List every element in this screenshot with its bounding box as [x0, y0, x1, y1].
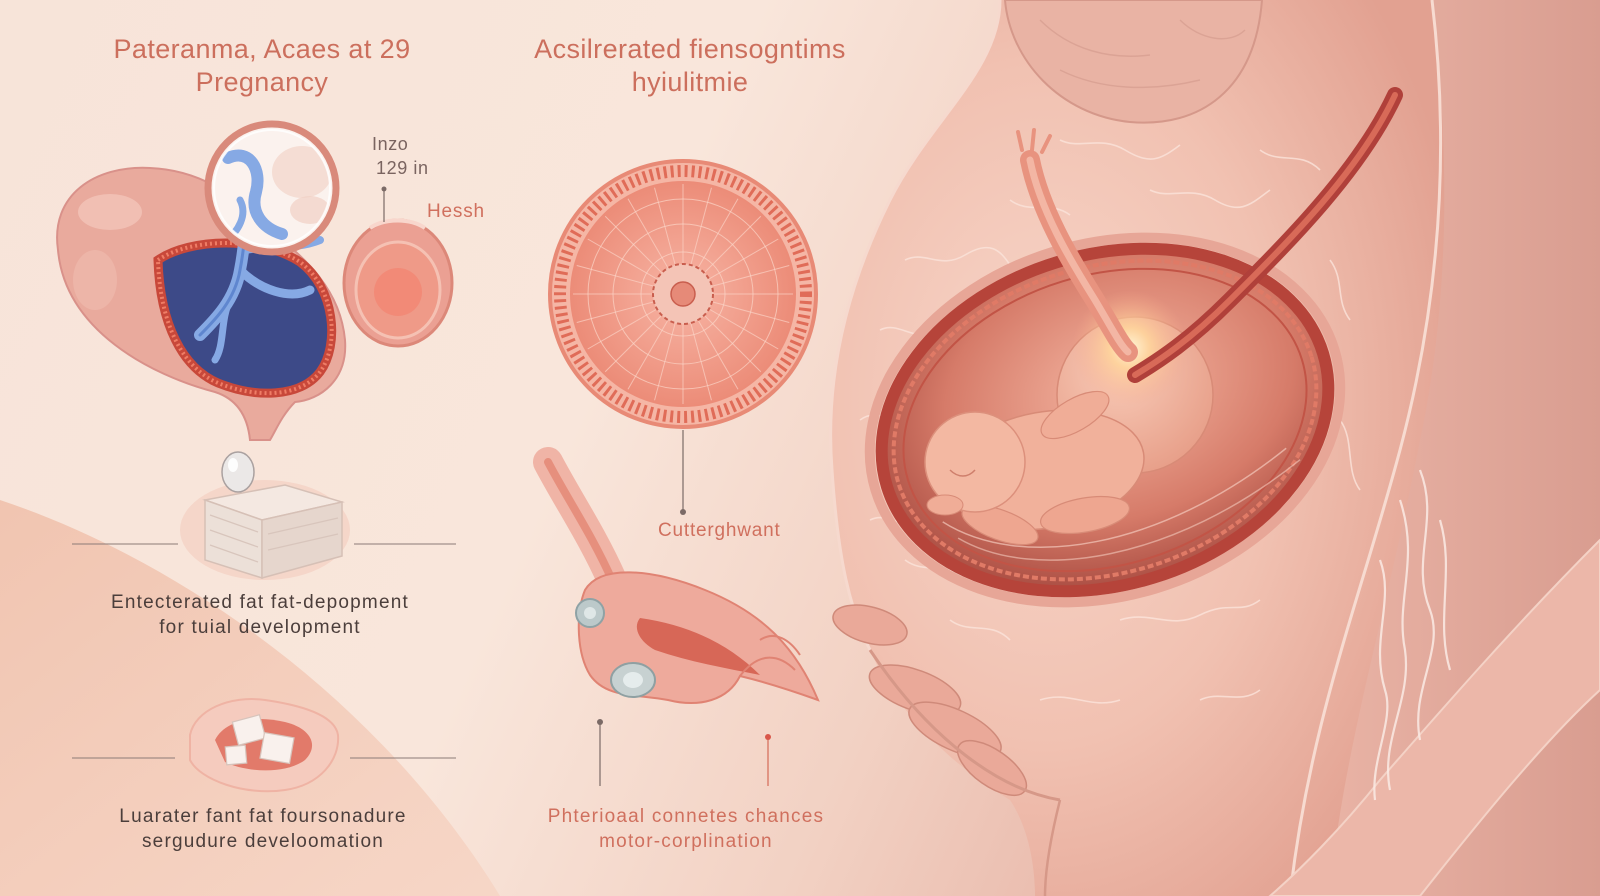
fat-deposit-icon: [180, 451, 350, 580]
belly-outline-highlight: [829, 0, 1002, 651]
fetus-leg: [961, 504, 1039, 546]
title-left-line2: Pregnancy: [195, 67, 329, 97]
finger: [832, 604, 908, 646]
title-center-line1: Acsilrerated fiensogntims: [534, 34, 846, 64]
arm-veins: [1373, 469, 1452, 801]
cutterghwant-pointer: [680, 430, 686, 515]
caption-left-middle-line2: for tuial development: [159, 617, 361, 638]
bottom-pointers: [597, 719, 771, 786]
uterus-tube-organ: [533, 447, 820, 704]
caption-left-bottom: Luarater fant fat foursonadure sergudure…: [63, 804, 463, 854]
egg-shape: [221, 451, 255, 493]
caption-left-middle-line1: Entecterated fat fat-depopment: [111, 592, 409, 613]
belly-lower-contour: [868, 649, 1061, 802]
pregnant-figure: [829, 0, 1600, 896]
title-center: Acsilrerated fiensogntims hyiulitmie: [470, 33, 910, 99]
title-left-line1: Pateranma, Acaes at 29: [113, 34, 411, 64]
small-oval-organ: [342, 218, 454, 348]
chest-texture: [1039, 19, 1246, 89]
label-hessh: Hessh: [427, 201, 485, 222]
label-inzo: Inzo: [372, 134, 409, 154]
caption-left-middle: Entecterated fat fat-depopment for tuial…: [60, 590, 460, 640]
fetus-hand: [926, 494, 964, 516]
uterus-cavity: [636, 618, 760, 675]
caption-center-bottom-line1: Phterioaal connetes chances: [547, 806, 825, 827]
caption-left-bottom-line1: Luarater fant fat foursonadure: [119, 806, 407, 827]
forearm: [1268, 538, 1600, 896]
tissue-cross-section-circle: [548, 159, 818, 429]
cube: [231, 714, 267, 746]
fetus-leg: [1039, 495, 1131, 535]
finger: [868, 664, 962, 716]
label-cutterghwant: Cutterghwant: [658, 520, 781, 541]
cube: [259, 731, 295, 765]
fetus-head: [924, 411, 1026, 513]
magnifier-circle: [204, 120, 340, 256]
umbilical-cords: [1016, 87, 1403, 383]
chest: [1003, 0, 1264, 124]
fat-tissue-icon: [189, 698, 340, 793]
title-left: Pateranma, Acaes at 29 Pregnancy: [52, 33, 472, 99]
thigh-contour: [1043, 799, 1062, 896]
caption-center-bottom: Phterioaal connetes chances motor-corpli…: [486, 804, 886, 854]
title-center-line2: hyiulitmie: [631, 67, 749, 97]
caption-center-bottom-line2: motor-corplination: [599, 831, 773, 852]
back-outline-highlight: [1288, 0, 1443, 896]
cube: [224, 744, 248, 766]
caption-left-bottom-line2: sergudure develoomation: [141, 831, 385, 852]
inzo-pointer: [381, 186, 387, 222]
label-size: 129 in: [376, 158, 429, 178]
